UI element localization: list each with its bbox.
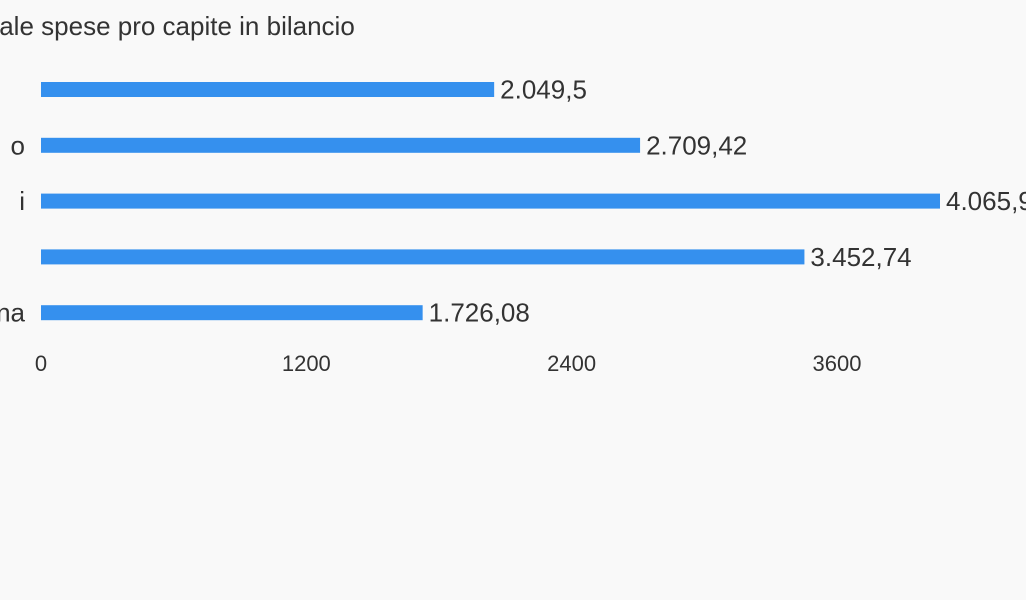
bars-layer: 2.049,5 2.709,42 o 4.065,9 i 3.452,74 1.726,08… (0, 75, 1026, 328)
x-tick-label: 3600 (813, 351, 862, 376)
bar-value-label: 3.452,74 (810, 242, 911, 272)
x-axis-ticks: 0 1200 2400 3600 (35, 351, 862, 376)
x-tick-label: 0 (35, 351, 47, 376)
bar (41, 305, 423, 321)
bar-value-label: 1.726,08 (429, 298, 530, 328)
bar-value-label: 4.065,9 (946, 186, 1026, 216)
category-label: na (0, 298, 26, 328)
bar (41, 193, 940, 209)
bar (41, 82, 495, 97)
bar-value-label: 2.049,5 (500, 75, 587, 105)
x-tick-label: 2400 (547, 351, 596, 376)
category-label: i (19, 186, 25, 216)
bar (41, 249, 805, 265)
bar (41, 137, 641, 153)
chart-title: tale spese pro capite in bilancio (0, 11, 355, 41)
x-tick-label: 1200 (282, 351, 331, 376)
bar-value-label: 2.709,42 (646, 130, 747, 160)
category-label: o (11, 130, 25, 160)
